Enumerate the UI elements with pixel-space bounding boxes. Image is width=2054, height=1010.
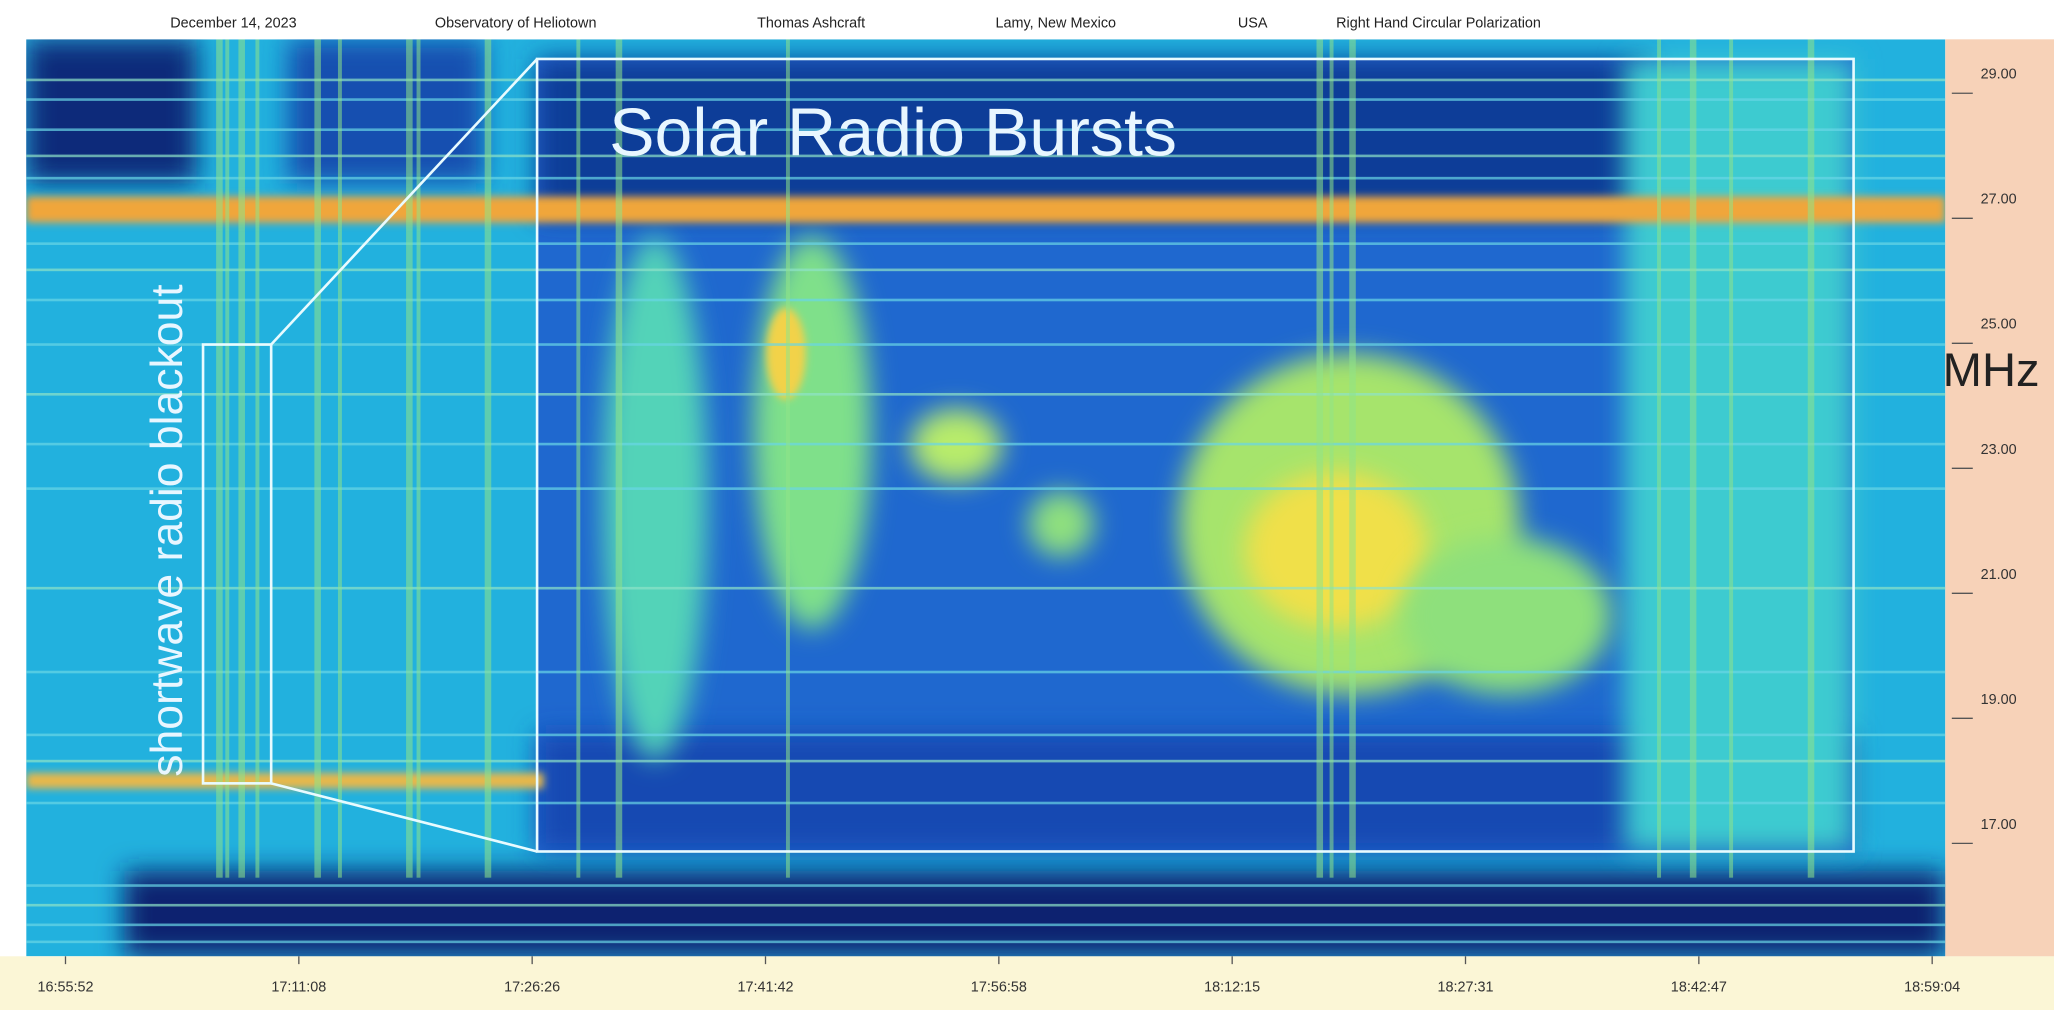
interference-band xyxy=(26,196,1946,223)
horizontal-streak xyxy=(26,154,1946,158)
zoom-line xyxy=(270,782,538,853)
x-tick-label: 18:12:15 xyxy=(1204,980,1260,996)
x-tick-label: 17:56:58 xyxy=(971,980,1027,996)
horizontal-streak xyxy=(26,392,1946,396)
y-tick-label: 25.00 xyxy=(1981,317,2017,333)
horizontal-streak xyxy=(26,903,1946,907)
horizontal-streak xyxy=(26,242,1946,245)
x-tick-label: 17:26:26 xyxy=(504,980,560,996)
horizontal-streak xyxy=(26,884,1946,887)
vertical-streak xyxy=(1729,39,1734,878)
horizontal-streak xyxy=(26,268,1946,272)
header-text: Right Hand Circular Polarization xyxy=(1336,15,1541,31)
vertical-streak xyxy=(1689,39,1697,878)
interference-band xyxy=(26,772,544,789)
burst xyxy=(1244,471,1428,629)
header-text: USA xyxy=(1238,15,1268,31)
x-tick-label: 18:42:47 xyxy=(1671,980,1727,996)
burst xyxy=(1401,537,1612,695)
dark-region xyxy=(537,58,1651,217)
x-tick-label: 16:55:52 xyxy=(37,980,93,996)
vertical-streak xyxy=(337,39,342,878)
vertical-streak xyxy=(238,39,245,878)
y-tick-label: 19.00 xyxy=(1981,692,2017,708)
horizontal-streak xyxy=(26,176,1946,180)
x-axis-band xyxy=(0,956,2054,1010)
burst xyxy=(1028,491,1094,557)
horizontal-streak xyxy=(26,442,1946,446)
y-tick-label: 17.00 xyxy=(1981,817,2017,833)
vertical-streak xyxy=(615,39,623,878)
horizontal-streak xyxy=(26,733,1946,737)
vertical-streak xyxy=(1807,39,1815,878)
burst xyxy=(602,235,708,760)
horizontal-streak xyxy=(26,487,1946,490)
y-tick-label: 23.00 xyxy=(1981,442,2017,458)
zoom-frame xyxy=(201,57,1855,853)
vertical-streak xyxy=(406,39,413,878)
horizontal-streak xyxy=(26,801,1946,805)
x-tick-label: 18:27:31 xyxy=(1437,980,1493,996)
vertical-streak xyxy=(225,39,230,878)
header-text: December 14, 2023 xyxy=(170,15,296,31)
vertical-streak xyxy=(1329,39,1334,878)
vertical-streak xyxy=(255,39,260,878)
horizontal-streak xyxy=(26,78,1946,82)
vertical-streak xyxy=(576,39,581,878)
dark-region xyxy=(124,871,1946,957)
y-tick-label: 27.00 xyxy=(1981,192,2017,208)
zoom-line xyxy=(270,58,539,346)
horizontal-streak xyxy=(26,940,1946,944)
header-text: Lamy, New Mexico xyxy=(996,15,1117,31)
y-tick-label: 21.00 xyxy=(1981,567,2017,583)
burst xyxy=(753,235,872,629)
annotation: Solar Radio Bursts xyxy=(609,95,1177,171)
vertical-streak xyxy=(785,39,790,878)
horizontal-streak xyxy=(26,298,1946,302)
y-axis-panel xyxy=(1945,39,2054,957)
header-band xyxy=(0,0,2054,40)
horizontal-streak xyxy=(26,759,1946,763)
vertical-streak xyxy=(216,39,223,878)
x-tick-label: 17:41:42 xyxy=(737,980,793,996)
vertical-streak xyxy=(416,39,421,878)
vertical-streak xyxy=(314,39,321,878)
y-tick-label: 29.00 xyxy=(1981,67,2017,83)
header-text: Thomas Ashcraft xyxy=(757,15,865,31)
vertical-streak xyxy=(484,39,492,878)
vertical-streak xyxy=(1349,39,1356,878)
inset-box xyxy=(535,57,1855,853)
horizontal-streak xyxy=(26,128,1946,132)
y-axis-label: MHz xyxy=(1943,343,2040,396)
horizontal-streak xyxy=(26,923,1946,927)
x-tick-label: 18:59:04 xyxy=(1904,980,1960,996)
header-text: Observatory of Heliotown xyxy=(435,15,597,31)
horizontal-streak xyxy=(26,670,1946,674)
vertical-streak xyxy=(1657,39,1662,878)
x-tick-label: 17:11:08 xyxy=(271,980,326,996)
source-box xyxy=(201,343,273,785)
burst xyxy=(1624,58,1854,852)
spectrogram xyxy=(26,39,1946,957)
annotation: shortwave radio blackout xyxy=(143,284,192,777)
horizontal-streak xyxy=(26,343,1946,346)
vertical-streak xyxy=(1316,39,1324,878)
dark-region xyxy=(26,39,197,184)
horizontal-streak xyxy=(26,98,1946,101)
horizontal-streak xyxy=(26,586,1946,590)
